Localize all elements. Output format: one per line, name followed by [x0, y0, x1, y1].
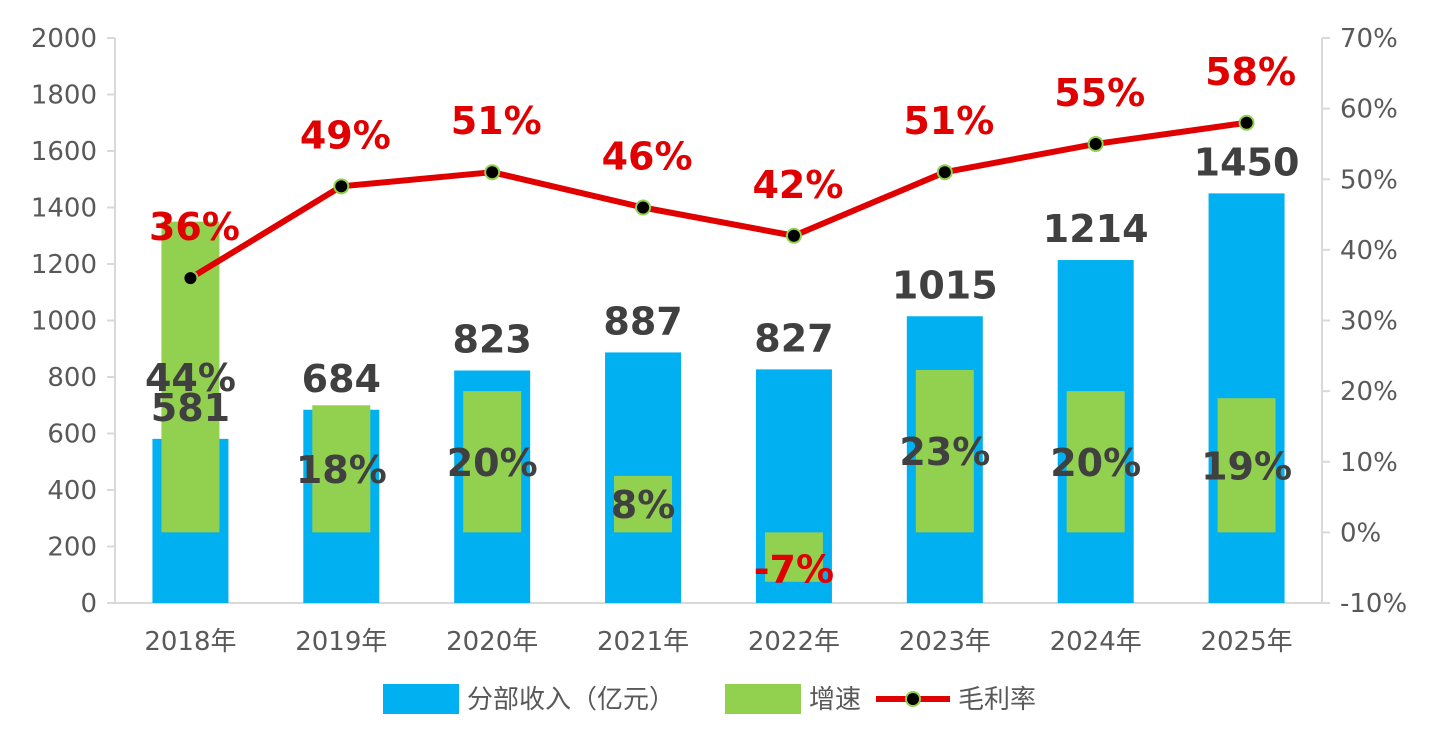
growth-bars [161, 221, 1276, 582]
revenue-data-label: 1015 [892, 263, 998, 307]
x-tick-label: 2025年 [1200, 627, 1292, 657]
legend-swatch-margin-marker [905, 691, 921, 707]
margin-data-label: 51% [451, 99, 542, 143]
margin-point [333, 178, 350, 195]
y-left-tick-label: 1200 [31, 250, 97, 280]
margin-data-label: 49% [300, 113, 391, 157]
growth-bar [614, 475, 673, 533]
y-left-tick-label: 800 [47, 363, 97, 393]
margin-data-label: 42% [752, 163, 843, 207]
y-right-tick-label: -10% [1340, 589, 1407, 619]
y-left-tick-label: 2000 [31, 24, 97, 54]
legend-swatch-growth [725, 684, 801, 714]
data-labels: 581 684 823 887 827 1015 1214 1450 44% 18% 20% 8% -7… [145, 50, 1299, 592]
legend-label-margin: 毛利率 [958, 685, 1036, 715]
legend-swatch-revenue [383, 684, 459, 714]
y-left-tick-label: 600 [47, 420, 97, 450]
y-right-tick-label: 0% [1340, 518, 1381, 548]
growth-bar [1217, 398, 1276, 533]
margin-line-path [188, 119, 1247, 281]
growth-data-label: 23% [899, 430, 990, 474]
margin-data-label: 51% [903, 99, 994, 143]
growth-bar [463, 391, 522, 533]
growth-data-label: 20% [1050, 441, 1141, 485]
revenue-data-label: 581 [151, 386, 230, 430]
y-right-tick-label: 10% [1340, 448, 1398, 478]
y-right-tick-label: 60% [1340, 95, 1398, 125]
margin-line [182, 114, 1255, 287]
y-right-tick-label: 40% [1340, 236, 1398, 266]
y-left-tick-label: 0 [80, 589, 97, 619]
margin-data-label: 58% [1205, 50, 1296, 94]
y-left-tick-label: 1000 [31, 307, 97, 337]
x-tick-label: 2022年 [748, 627, 840, 657]
growth-bar [1066, 391, 1125, 533]
revenue-data-label: 1450 [1194, 140, 1300, 184]
growth-data-label: 20% [447, 441, 538, 485]
revenue-data-label: 823 [453, 318, 532, 362]
revenue-data-label: 827 [754, 316, 833, 360]
growth-data-label: 8% [611, 483, 676, 527]
growth-bar [764, 532, 823, 582]
growth-data-label: 44% [145, 356, 236, 400]
x-tick-label: 2020年 [446, 627, 538, 657]
revenue-data-label: 887 [603, 299, 682, 343]
y-right-tick-label: 20% [1340, 377, 1398, 407]
y-left-tick-label: 200 [47, 533, 97, 563]
margin-point [1087, 135, 1104, 152]
x-tick-label: 2021年 [597, 627, 689, 657]
margin-data-label: 36% [149, 205, 240, 249]
y-left-tick-label: 1600 [31, 137, 97, 167]
y-left-tick-label: 1800 [31, 81, 97, 111]
growth-bar [915, 369, 974, 533]
growth-bar [312, 405, 371, 533]
margin-data-label: 46% [602, 135, 693, 179]
y-right-tick-label: 50% [1340, 165, 1398, 195]
margin-point [785, 227, 802, 244]
y-left-tick-label: 400 [47, 476, 97, 506]
y-right-tick-label: 30% [1340, 307, 1398, 337]
y-right-tick-label: 70% [1340, 24, 1398, 54]
x-tick-label: 2019年 [295, 627, 387, 657]
x-tick-label: 2023年 [899, 627, 991, 657]
margin-point [182, 270, 199, 287]
margin-data-label: 55% [1054, 71, 1145, 115]
growth-data-label: 19% [1201, 444, 1292, 488]
axes: 0 200 400 600 800 1000 1200 1400 1600 1800 2000 -10… [31, 24, 1407, 657]
legend-label-revenue: 分部收入（亿元） [467, 685, 675, 715]
y-left-tick-label: 1400 [31, 194, 97, 224]
x-tick-label: 2018年 [144, 627, 236, 657]
growth-data-label: 18% [296, 448, 387, 492]
legend: 分部收入（亿元） 增速 毛利率 [383, 684, 1036, 715]
revenue-data-label: 1214 [1043, 207, 1149, 251]
margin-point [484, 164, 501, 181]
x-tick-label: 2024年 [1050, 627, 1142, 657]
margin-point [936, 164, 953, 181]
growth-data-label: -7% [754, 547, 834, 591]
revenue-data-label: 684 [302, 357, 381, 401]
legend-label-growth: 增速 [809, 685, 861, 715]
margin-point [635, 199, 652, 216]
margin-point [1238, 114, 1255, 131]
